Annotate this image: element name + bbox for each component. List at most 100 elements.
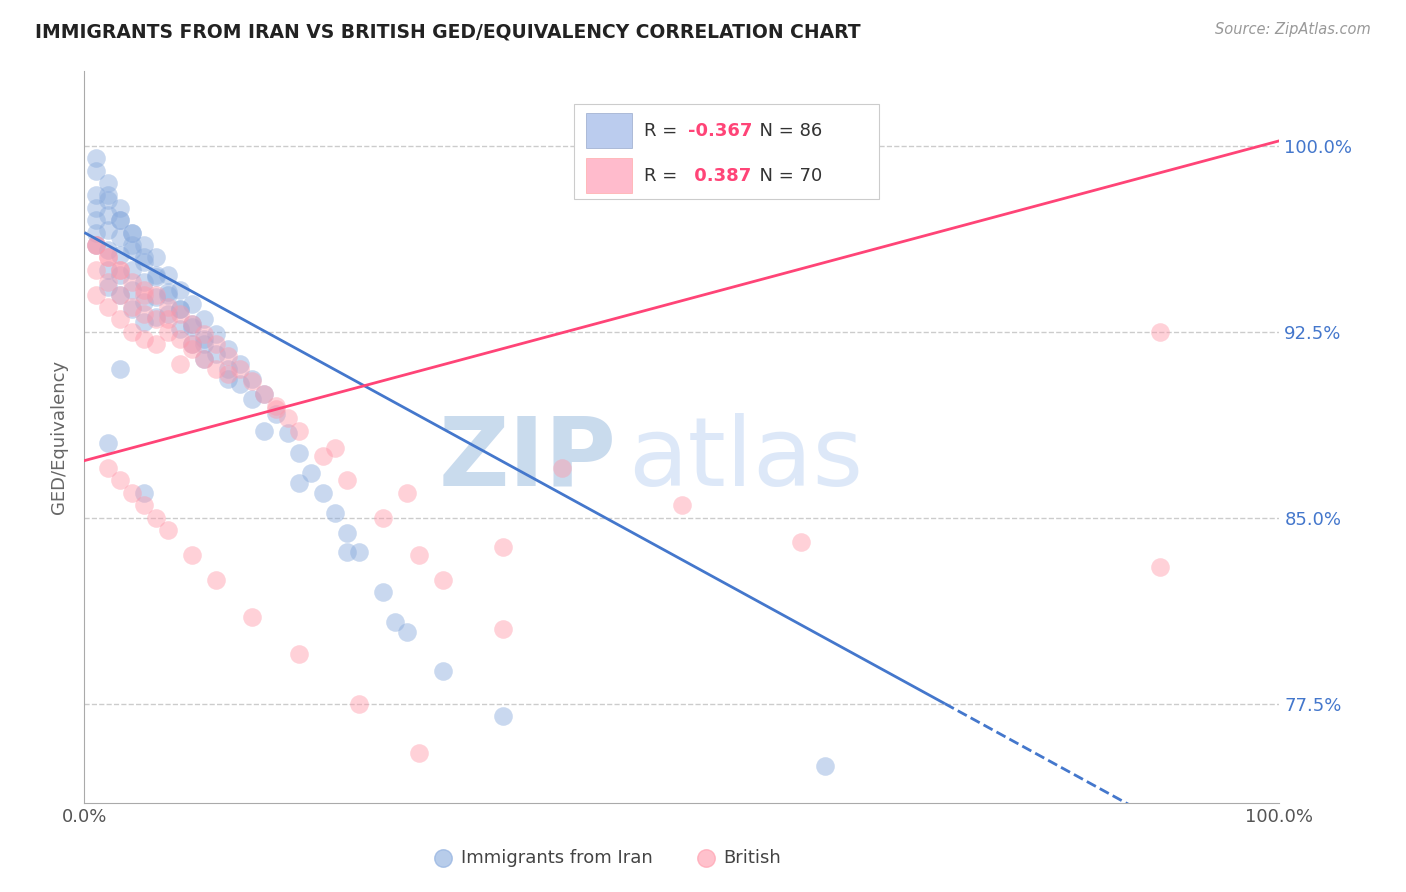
Point: [349, 545, 371, 559]
Point: [110, 287, 132, 301]
Point: [181, 548, 204, 562]
Point: [145, 250, 167, 264]
Point: [157, 268, 180, 282]
Point: [97, 176, 120, 190]
Point: [229, 376, 252, 391]
Point: [169, 307, 191, 321]
Point: [97, 250, 120, 264]
Point: [396, 486, 419, 500]
Point: [193, 351, 215, 366]
FancyBboxPatch shape: [575, 104, 879, 200]
Point: [671, 498, 693, 512]
Point: [86, 226, 108, 240]
Point: [110, 213, 132, 227]
Point: [181, 342, 204, 356]
Point: [121, 226, 143, 240]
Point: [157, 287, 180, 301]
Point: [121, 486, 143, 500]
Point: [145, 310, 167, 324]
Point: [97, 188, 120, 202]
Point: [288, 424, 311, 438]
Y-axis label: GED/Equivalency: GED/Equivalency: [51, 360, 69, 514]
Point: [205, 347, 228, 361]
Point: [97, 436, 120, 450]
Text: R =: R =: [644, 122, 683, 140]
Point: [181, 337, 204, 351]
Point: [253, 424, 276, 438]
Point: [132, 250, 156, 264]
Point: [325, 442, 347, 456]
Point: [288, 647, 311, 661]
Point: [110, 362, 132, 376]
Point: [1149, 325, 1171, 339]
Point: [132, 238, 156, 252]
Point: [132, 255, 156, 269]
Point: [132, 315, 156, 329]
Point: [217, 372, 239, 386]
Point: [217, 367, 239, 381]
Point: [97, 250, 120, 264]
Point: [110, 262, 132, 277]
Point: [110, 474, 132, 488]
Text: IMMIGRANTS FROM IRAN VS BRITISH GED/EQUIVALENCY CORRELATION CHART: IMMIGRANTS FROM IRAN VS BRITISH GED/EQUI…: [35, 22, 860, 41]
Point: [86, 151, 108, 165]
Point: [205, 573, 228, 587]
Point: [97, 194, 120, 208]
Point: [157, 300, 180, 314]
Point: [121, 300, 143, 314]
Point: [110, 213, 132, 227]
Point: [121, 238, 143, 252]
Point: [790, 535, 813, 549]
Point: [193, 312, 215, 326]
Text: R =: R =: [644, 167, 683, 185]
Point: [1149, 560, 1171, 574]
Point: [349, 697, 371, 711]
Point: [110, 312, 132, 326]
Point: [157, 312, 180, 326]
Point: [121, 283, 143, 297]
Point: [97, 223, 120, 237]
Point: [814, 758, 837, 772]
Point: [86, 238, 108, 252]
Point: [132, 332, 156, 346]
Point: [240, 372, 263, 386]
Point: [145, 510, 167, 524]
Point: [301, 466, 323, 480]
Point: [181, 318, 204, 332]
Point: [145, 270, 167, 285]
Point: [264, 399, 287, 413]
Point: [336, 525, 359, 540]
Point: [492, 622, 515, 636]
Text: atlas: atlas: [628, 412, 863, 506]
Point: [205, 327, 228, 342]
Point: [121, 325, 143, 339]
Point: [110, 230, 132, 244]
Point: [181, 319, 204, 334]
Point: [110, 262, 132, 277]
Point: [132, 275, 156, 289]
Point: [169, 283, 191, 297]
Point: [97, 275, 120, 289]
Point: [432, 665, 454, 679]
Point: [86, 213, 108, 227]
Point: [132, 498, 156, 512]
Point: [110, 287, 132, 301]
Point: [312, 449, 335, 463]
Point: [121, 243, 143, 257]
Point: [145, 290, 167, 304]
Point: [169, 357, 191, 371]
Text: Immigrants from Iran: Immigrants from Iran: [461, 848, 652, 867]
Point: [288, 446, 311, 460]
Point: [97, 208, 120, 222]
Point: [97, 461, 120, 475]
Point: [169, 332, 191, 346]
Point: [264, 407, 287, 421]
FancyBboxPatch shape: [586, 158, 631, 194]
Point: [217, 362, 239, 376]
Point: [110, 201, 132, 215]
Point: [492, 541, 515, 555]
Point: [145, 312, 167, 326]
Point: [97, 280, 120, 294]
Point: [110, 248, 132, 262]
Point: [121, 302, 143, 317]
